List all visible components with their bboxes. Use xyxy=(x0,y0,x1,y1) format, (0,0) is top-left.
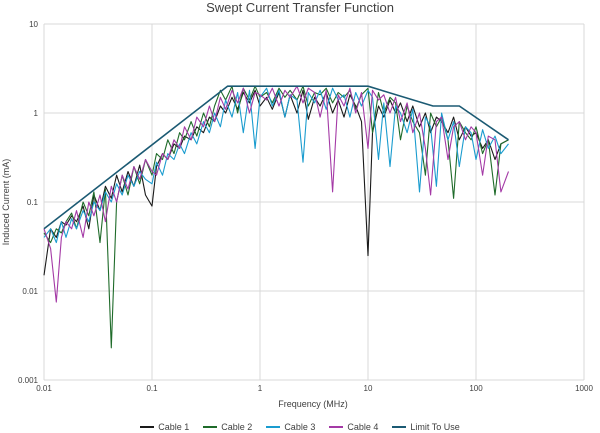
series-lines xyxy=(43,85,510,349)
y-axis-label: Induced Current (mA) xyxy=(1,159,11,246)
legend-swatch xyxy=(140,426,155,428)
legend-label: Limit To Use xyxy=(410,422,460,432)
y-tick-label: 0.01 xyxy=(22,287,38,296)
legend-item: Cable 3 xyxy=(266,421,315,433)
x-tick-label: 0.1 xyxy=(146,384,158,393)
x-tick-label: 1 xyxy=(258,384,263,393)
y-tick-label: 0.001 xyxy=(18,376,39,385)
chart-title: Swept Current Transfer Function xyxy=(206,0,394,15)
legend-label: Cable 3 xyxy=(284,422,316,432)
series-line-cable-3 xyxy=(43,87,509,244)
series-line-cable-2 xyxy=(43,85,509,349)
y-tick-label: 1 xyxy=(34,109,39,118)
legend-item: Cable 2 xyxy=(203,421,252,433)
legend-swatch xyxy=(329,426,344,428)
grid-lines xyxy=(43,23,585,381)
series-line-cable-4 xyxy=(43,85,510,303)
y-tick-label: 0.1 xyxy=(27,198,39,207)
x-tick-label: 10 xyxy=(364,384,373,393)
x-tick-label: 0.01 xyxy=(36,384,52,393)
x-axis-label: Frequency (MHz) xyxy=(278,399,348,409)
y-tick-label: 10 xyxy=(29,20,38,29)
legend-swatch xyxy=(392,426,407,428)
legend-item: Cable 4 xyxy=(329,421,378,433)
legend-label: Cable 4 xyxy=(347,422,379,432)
legend: Cable 1 Cable 2 Cable 3 Cable 4 Limit To Use xyxy=(0,421,600,433)
legend-label: Cable 2 xyxy=(221,422,253,432)
legend-swatch xyxy=(203,426,218,428)
legend-swatch xyxy=(266,426,281,428)
x-tick-label: 1000 xyxy=(575,384,593,393)
x-tick-label: 100 xyxy=(469,384,483,393)
legend-item: Cable 1 xyxy=(140,421,189,433)
legend-item: Limit To Use xyxy=(392,421,460,433)
legend-label: Cable 1 xyxy=(158,422,190,432)
series-line-cable-1 xyxy=(43,89,509,276)
series-line-limit-to-use xyxy=(43,85,509,230)
